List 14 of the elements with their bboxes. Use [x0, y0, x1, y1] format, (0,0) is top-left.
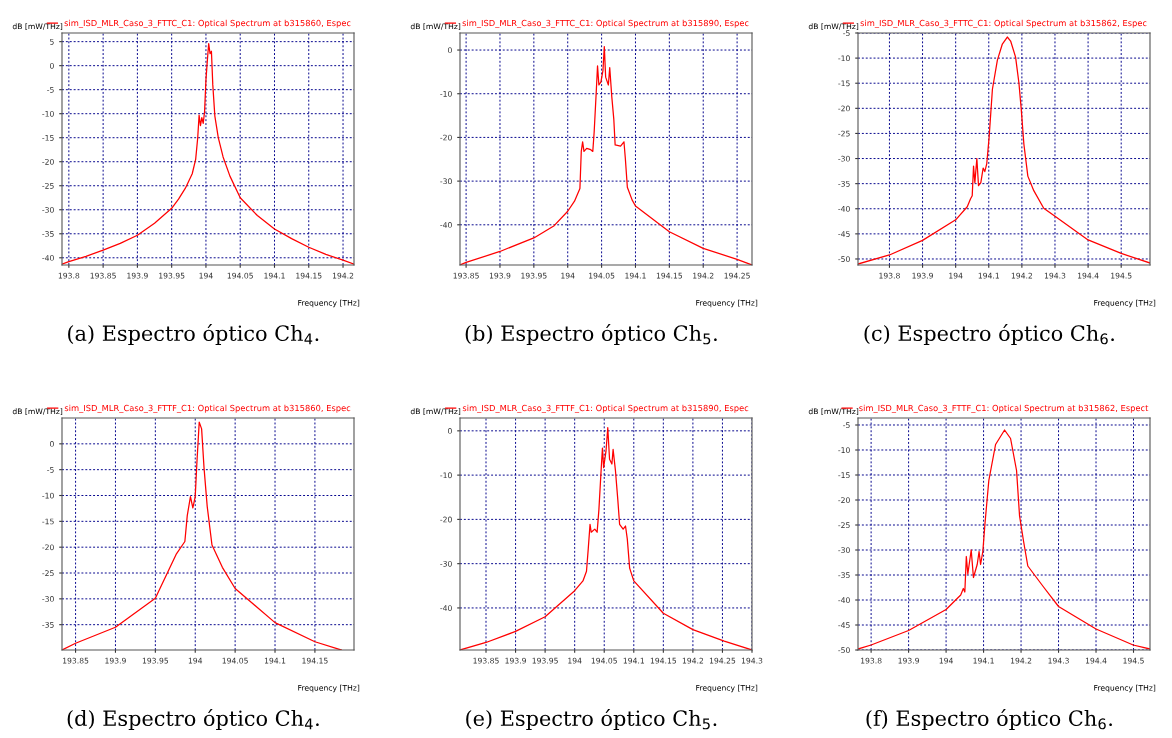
- text: (b) Espectro óptico Ch$_{5}$.: [465, 324, 717, 346]
- text: (d) Espectro óptico Ch$_{4}$.: [67, 709, 319, 731]
- text: (e) Espectro óptico Ch$_{5}$.: [466, 709, 717, 731]
- legend-label: sim_ISD_MLR_Caso_3_FTTF_C1: Optical Spectrum at b315890, Espec: [462, 404, 749, 413]
- text: (a) Espectro óptico Ch$_{4}$.: [68, 324, 319, 346]
- legend-label: sim_ISD_MLR_Caso_3_FTTF_C1: Optical Spectrum at b315862, Espect: [859, 404, 1149, 413]
- legend-label: sim_ISD_MLR_Caso_3_FTTC_C1: Optical Spectrum at b315860, Espec: [64, 19, 351, 28]
- text: (c) Espectro óptico Ch$_{6}$.: [864, 324, 1114, 346]
- legend-label: sim_ISD_MLR_Caso_3_FTTC_C1: Optical Spectrum at b315862, Espec: [860, 19, 1147, 28]
- legend-label: sim_ISD_MLR_Caso_3_FTTC_C1: Optical Spectrum at b315890, Espec: [462, 19, 749, 28]
- line-series: [62, 421, 342, 650]
- text: (f) Espectro óptico Ch$_{6}$.: [866, 709, 1112, 731]
- line-series: [858, 36, 1150, 265]
- legend-label: sim_ISD_MLR_Caso_3_FTTF_C1: Optical Spectrum at b315860, Espec: [64, 404, 351, 413]
